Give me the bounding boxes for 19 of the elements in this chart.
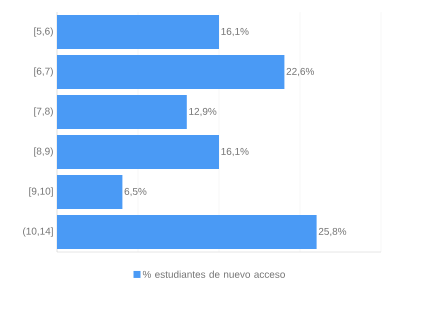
bar (57, 15, 219, 50)
y-tick-label: [5,6) (34, 27, 53, 37)
data-label: 6,5% (124, 188, 146, 196)
y-tick-label: [7,8) (34, 107, 53, 117)
data-label: 25,8% (318, 228, 346, 236)
y-tick-label: (10,14] (23, 227, 53, 237)
y-tick-label: [8,9) (34, 147, 53, 157)
bar (57, 135, 219, 170)
data-label: 22,6% (286, 68, 314, 76)
y-tick-label: [6,7) (34, 67, 53, 77)
bar (57, 215, 317, 250)
data-label: 12,9% (189, 108, 216, 116)
data-label: 16,1% (221, 28, 249, 36)
bar (57, 55, 284, 90)
bar (57, 95, 187, 130)
y-tick-label: [9,10] (29, 187, 53, 197)
legend-label: % estudiantes de nuevo acceso (142, 270, 285, 278)
data-label: 16,1% (221, 148, 249, 156)
bar (57, 175, 122, 210)
